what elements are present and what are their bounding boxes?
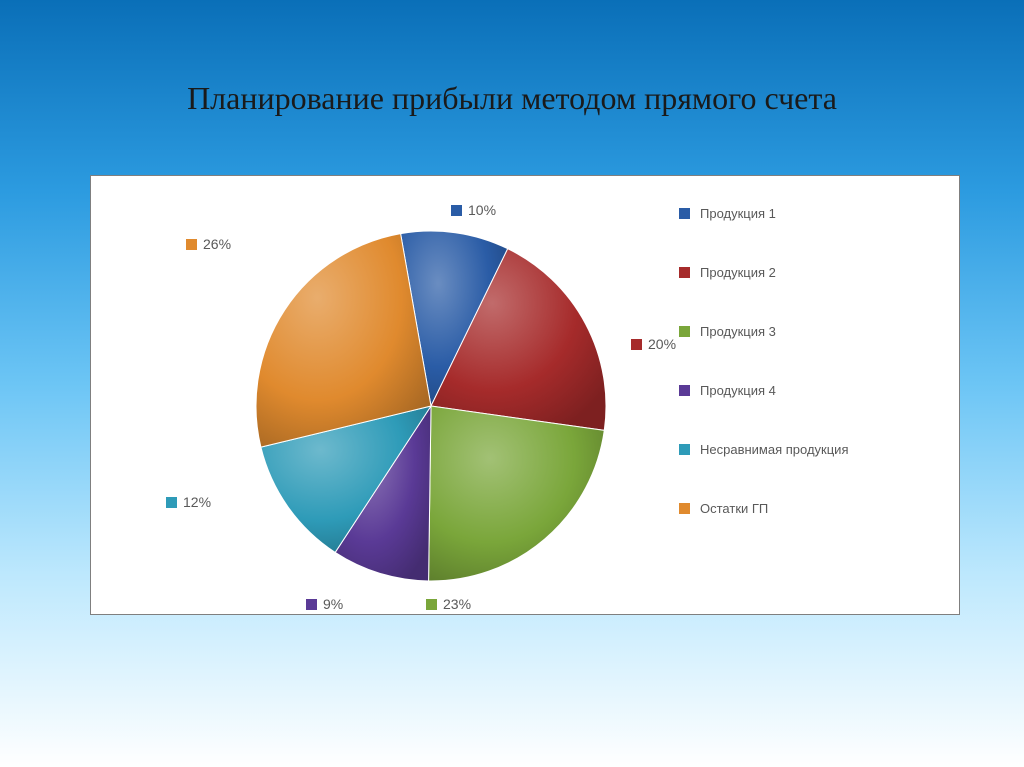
data-label-swatch: [426, 599, 437, 610]
data-label: 26%: [186, 236, 231, 252]
legend-swatch: [679, 267, 690, 278]
data-label: 12%: [166, 494, 211, 510]
legend-item: Несравнимая продукция: [679, 442, 929, 457]
data-label-text: 20%: [648, 336, 676, 352]
legend-item: Остатки ГП: [679, 501, 929, 516]
legend-item: Продукция 4: [679, 383, 929, 398]
data-label: 9%: [306, 596, 343, 612]
slide-title: Планирование прибыли методом прямого сче…: [0, 80, 1024, 117]
data-label-swatch: [451, 205, 462, 216]
data-label-text: 26%: [203, 236, 231, 252]
legend-label: Продукция 4: [700, 383, 776, 398]
legend-item: Продукция 2: [679, 265, 929, 280]
legend-swatch: [679, 503, 690, 514]
legend-label: Продукция 3: [700, 324, 776, 339]
legend-label: Продукция 1: [700, 206, 776, 221]
legend-swatch: [679, 208, 690, 219]
legend: Продукция 1 Продукция 2 Продукция 3 Продукц…: [679, 206, 929, 560]
pie-slice: [429, 406, 605, 581]
slide: Планирование прибыли методом прямого сче…: [0, 0, 1024, 767]
legend-item: Продукция 3: [679, 324, 929, 339]
legend-swatch: [679, 326, 690, 337]
data-label-text: 12%: [183, 494, 211, 510]
legend-item: Продукция 1: [679, 206, 929, 221]
data-label-swatch: [306, 599, 317, 610]
data-label-swatch: [631, 339, 642, 350]
data-label: 23%: [426, 596, 471, 612]
pie-svg: [151, 206, 671, 606]
legend-swatch: [679, 444, 690, 455]
legend-swatch: [679, 385, 690, 396]
data-label-swatch: [166, 497, 177, 508]
legend-label: Несравнимая продукция: [700, 442, 848, 457]
data-label-text: 10%: [468, 202, 496, 218]
data-label-swatch: [186, 239, 197, 250]
pie-chart: 10%20%23%9%12%26%: [151, 206, 671, 606]
data-label-text: 23%: [443, 596, 471, 612]
data-label: 20%: [631, 336, 676, 352]
data-label: 10%: [451, 202, 496, 218]
chart-card: 10% 20% 23% 9% 12% 26% Продукция 1 Продукция 2…: [90, 175, 960, 615]
legend-label: Остатки ГП: [700, 501, 768, 516]
data-label-text: 9%: [323, 596, 343, 612]
legend-label: Продукция 2: [700, 265, 776, 280]
